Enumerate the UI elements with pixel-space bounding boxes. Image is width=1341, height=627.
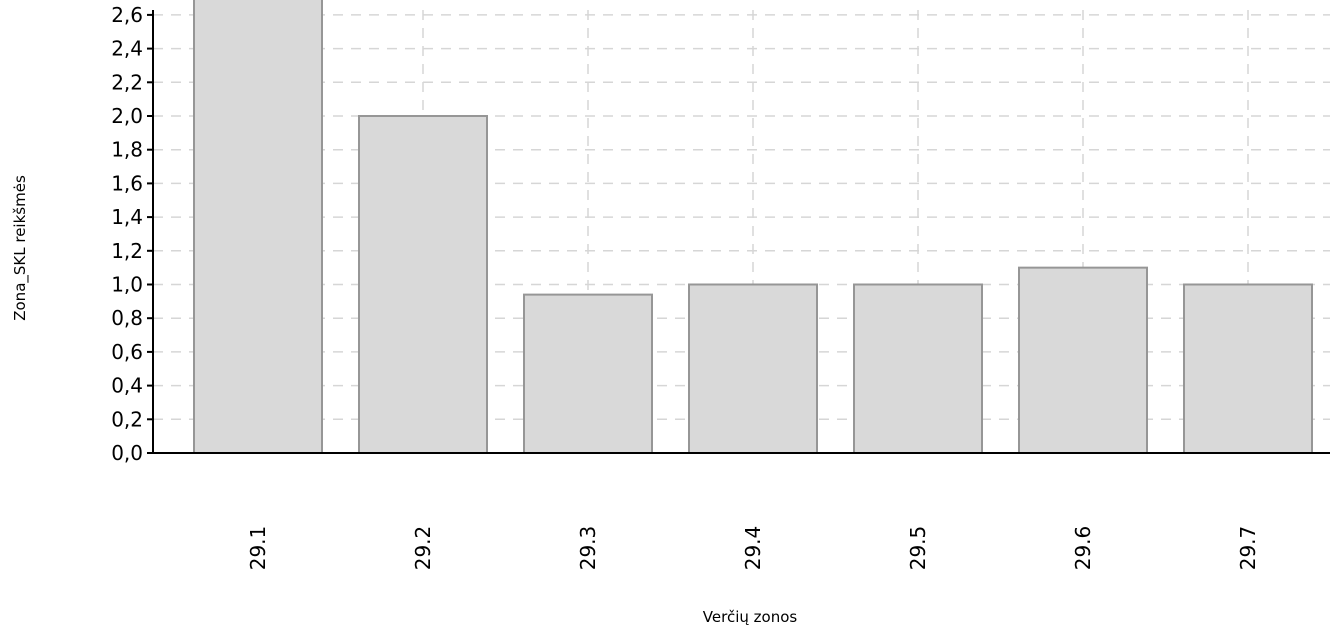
y-tick-label: 0,6 bbox=[111, 340, 143, 364]
bar bbox=[853, 283, 983, 454]
y-tick-label: 0,0 bbox=[111, 441, 143, 465]
x-tick-label: 29.2 bbox=[411, 526, 435, 571]
bar bbox=[193, 0, 323, 454]
y-tick-label: 2,2 bbox=[111, 70, 143, 94]
axes bbox=[152, 10, 1330, 454]
bars bbox=[193, 0, 1313, 454]
y-tick-label: 2,4 bbox=[111, 37, 143, 61]
y-tick-label: 1,4 bbox=[111, 205, 143, 229]
bar bbox=[688, 283, 818, 454]
bar bbox=[1183, 283, 1313, 454]
y-tick-label: 0,4 bbox=[111, 374, 143, 398]
x-tick-label: 29.1 bbox=[246, 526, 270, 571]
x-tick-label: 29.6 bbox=[1071, 526, 1095, 571]
y-tick-label: 1,8 bbox=[111, 138, 143, 162]
x-tick-label: 29.3 bbox=[576, 526, 600, 571]
y-tick-label: 2,6 bbox=[111, 3, 143, 27]
y-tick-label: 1,2 bbox=[111, 239, 143, 263]
bar bbox=[358, 115, 488, 454]
y-tick-labels: 0,0 0,2 0,4 0,6 0,8 1,0 1,2 1,4 1,6 1,8 2,0 2,2 2,4 2… bbox=[111, 3, 153, 465]
x-tick-label: 29.5 bbox=[906, 526, 930, 571]
y-tick-label: 2,0 bbox=[111, 104, 143, 128]
bar bbox=[1018, 266, 1148, 454]
x-axis-title: Verčių zonos bbox=[703, 608, 798, 626]
x-tick-labels: 29.1 29.2 29.3 29.4 29.5 29.6 29.7 bbox=[246, 526, 1260, 571]
x-tick-label: 29.7 bbox=[1236, 526, 1260, 571]
y-tick-label: 1,0 bbox=[111, 273, 143, 297]
y-axis-title: Zona_SKL reikšmės bbox=[11, 175, 30, 321]
y-tick-label: 0,8 bbox=[111, 306, 143, 330]
y-tick-label: 0,2 bbox=[111, 407, 143, 431]
y-tick-label: 1,6 bbox=[111, 171, 143, 195]
x-tick-label: 29.4 bbox=[741, 526, 765, 571]
bar bbox=[523, 293, 653, 454]
